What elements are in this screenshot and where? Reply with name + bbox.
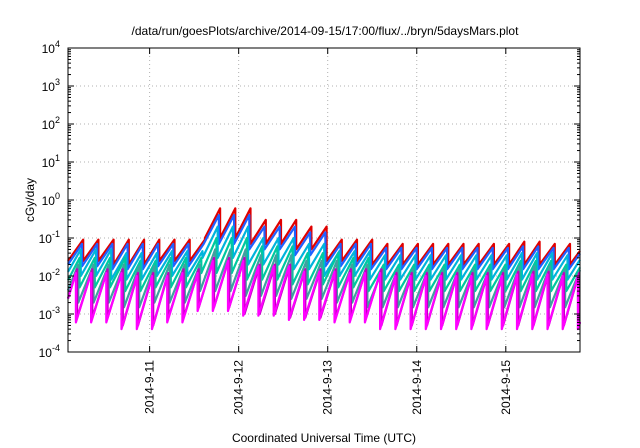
y-tick-label: 103: [42, 77, 60, 94]
x-tick-label: 2014-9-12: [232, 360, 246, 415]
y-axis: 10-4 10-3 10-2 10-1 100 101 102 103 104: [39, 39, 580, 360]
y-tick-label: 10-1: [39, 229, 60, 246]
x-tick-label: 2014-9-13: [321, 360, 335, 415]
plot-area: [66, 207, 582, 331]
y-axis-title: cGy/day: [23, 178, 37, 222]
series-line: [67, 225, 581, 281]
series-line: [66, 259, 582, 331]
y-tick-label: 100: [42, 191, 60, 208]
y-tick-label: 10-2: [39, 267, 60, 284]
series-line: [67, 214, 581, 271]
series-line: [66, 248, 582, 309]
y-tick-label: 10-4: [39, 343, 60, 360]
x-tick-label: 2014-9-11: [143, 360, 157, 414]
x-tick-label: 2014-9-14: [410, 360, 424, 415]
series-line: [67, 207, 581, 266]
y-tick-label: 104: [42, 39, 60, 56]
series-line: [67, 236, 581, 293]
x-tick-label: 2014-9-15: [499, 360, 513, 415]
y-tick-label: 10-3: [39, 305, 60, 322]
x-axis: 2014-9-11 2014-9-12 2014-9-13 2014-9-14 2014…: [143, 48, 513, 415]
chart-title: /data/run/goesPlots/archive/2014-09-15/1…: [132, 24, 520, 38]
y-tick-label: 102: [42, 115, 60, 132]
x-axis-title: Coordinated Universal Time (UTC): [232, 431, 416, 445]
y-tick-label: 101: [42, 153, 60, 170]
